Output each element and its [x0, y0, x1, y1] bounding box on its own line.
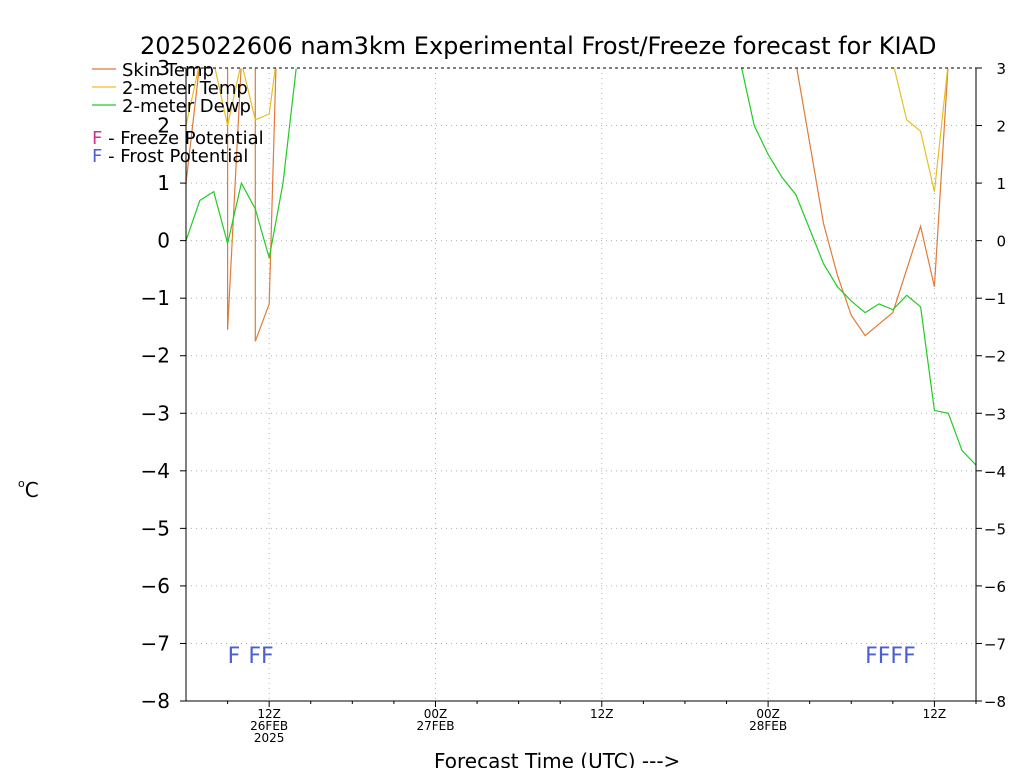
x-tick-label: 12Z — [257, 707, 281, 721]
x-tick-label: 00Z — [424, 707, 448, 721]
y-tick-label: 0 — [157, 229, 170, 253]
y-tick-label: −2 — [141, 344, 170, 368]
degree-mark: o — [18, 477, 25, 490]
y-tick-label: −6 — [141, 574, 170, 598]
y-tick-label-right: −4 — [984, 463, 1006, 481]
frost-flag: FF — [248, 644, 273, 669]
legend-flag-letter: F — [92, 146, 102, 167]
y-tick-label: −1 — [141, 286, 170, 310]
legend-flag-label: - Frost Potential — [102, 146, 248, 167]
series-line-2-meter-dewp — [186, 68, 976, 466]
y-tick-label: −7 — [141, 631, 170, 655]
series-lines — [186, 68, 976, 466]
x-tick-label: 00Z — [756, 707, 780, 721]
y-tick-label-right: −2 — [984, 348, 1006, 366]
plot-border — [185, 67, 977, 702]
y-tick-label: −3 — [141, 401, 170, 425]
legend-label: Skin Temp — [122, 60, 214, 81]
y-tick-label-right: −6 — [984, 578, 1006, 596]
x-axis-label: Forecast Time (UTC) ---> — [434, 749, 680, 768]
y-tick-label-right: 3 — [996, 60, 1006, 78]
y-tick-label: 3 — [157, 56, 170, 80]
x-tick-label: 28FEB — [749, 719, 787, 733]
y-tick-label: 2 — [157, 114, 170, 138]
y-tick-label-right: −8 — [984, 693, 1006, 711]
y-tick-label-right: −7 — [984, 635, 1006, 653]
y-tick-label-right: 1 — [996, 175, 1006, 193]
grid — [186, 68, 976, 701]
y-tick-label: 1 — [157, 171, 170, 195]
y-axis-unit: oC — [18, 477, 39, 502]
y-tick-label-right: −5 — [984, 520, 1006, 538]
y-tick-label-right: −3 — [984, 405, 1006, 423]
x-tick-label: 2025 — [254, 731, 285, 745]
chart-title: 2025022606 nam3km Experimental Frost/Fre… — [140, 32, 937, 60]
y-tick-label: −5 — [141, 516, 170, 540]
y-tick-label: −8 — [141, 689, 170, 713]
series-line-2-meter-temp — [186, 68, 949, 192]
plot-frame — [185, 67, 977, 702]
frost-flag: F — [228, 644, 241, 669]
y-tick-label-right: −1 — [984, 290, 1006, 308]
legend-label: 2-meter Dewp — [122, 96, 251, 117]
series-line-skin-temp — [186, 68, 949, 342]
y-tick-label-right: 0 — [996, 233, 1006, 251]
y-ticks: −8 −7 −6 −5 −4 −3 −2 −1 0 1 2 3 −8 −7 −6 −5 −4 −3 −2 −1 0 1 2 3 — [141, 56, 1006, 713]
x-tick-label: 26FEB — [250, 719, 288, 733]
y-tick-label: −4 — [141, 459, 170, 483]
frost-flags: F FF FFFF — [228, 644, 916, 669]
x-tick-label: 12Z — [590, 707, 614, 721]
x-tick-label: 12Z — [923, 707, 947, 721]
legend-flag-letter: F — [92, 128, 102, 149]
y-axis-label: C — [25, 478, 39, 502]
legend-label: 2-meter Temp — [122, 78, 248, 99]
legend-flag-entry: F - Freeze Potential — [92, 128, 264, 149]
y-tick-label-right: 2 — [996, 118, 1006, 136]
legend-flag-label: - Freeze Potential — [102, 128, 263, 149]
legend-flag-entry: F - Frost Potential — [92, 146, 248, 167]
frost-flag: FFFF — [865, 644, 916, 669]
x-tick-label: 27FEB — [416, 719, 454, 733]
